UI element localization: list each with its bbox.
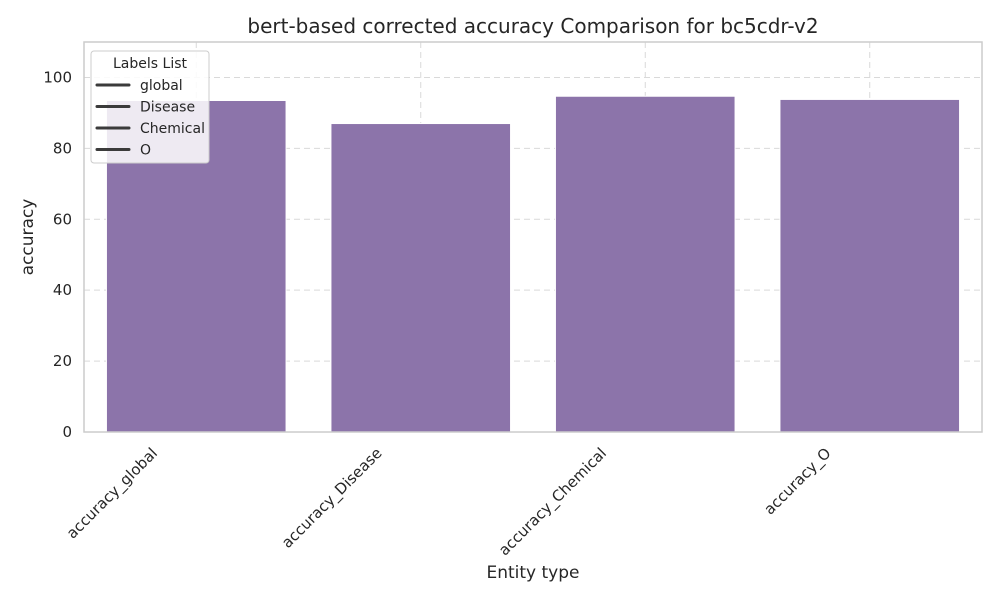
bars xyxy=(105,95,961,433)
y-tick-label: 100 xyxy=(43,68,72,86)
x-tick-label: accuracy_O xyxy=(760,444,835,519)
y-tick-labels: 0 20 40 60 80 100 xyxy=(43,68,72,441)
y-tick-label: 40 xyxy=(53,281,72,299)
legend-title: Labels List xyxy=(113,56,187,72)
y-tick-label: 20 xyxy=(53,352,72,370)
bar-accuracy_Chemical xyxy=(554,95,736,433)
legend: Labels List global Disease Chemical O xyxy=(90,50,210,164)
bar-accuracy_Disease xyxy=(330,123,512,433)
bar-accuracy_O xyxy=(779,98,961,433)
y-tick-label: 80 xyxy=(53,139,72,157)
legend-entry: Disease xyxy=(140,100,195,116)
x-tick-label: accuracy_global xyxy=(63,444,162,543)
y-axis-label: accuracy xyxy=(18,199,38,276)
legend-entries: global Disease Chemical O xyxy=(95,78,205,159)
legend-entry: global xyxy=(140,78,183,94)
x-tick-labels: accuracy_global accuracy_Disease accuracy_… xyxy=(63,444,835,560)
x-tick-label: accuracy_Chemical xyxy=(495,444,611,560)
y-tick-label: 60 xyxy=(53,210,72,228)
legend-entry: Chemical xyxy=(140,121,205,137)
legend-entry: O xyxy=(140,143,151,159)
plot-frame xyxy=(83,41,983,433)
y-tick-label: 0 xyxy=(62,423,72,441)
x-tick-label: accuracy_Disease xyxy=(278,444,386,552)
x-axis-label: Entity type xyxy=(486,563,579,583)
chart-title: bert-based corrected accuracy Comparison… xyxy=(247,14,818,38)
legend-box xyxy=(90,50,210,164)
